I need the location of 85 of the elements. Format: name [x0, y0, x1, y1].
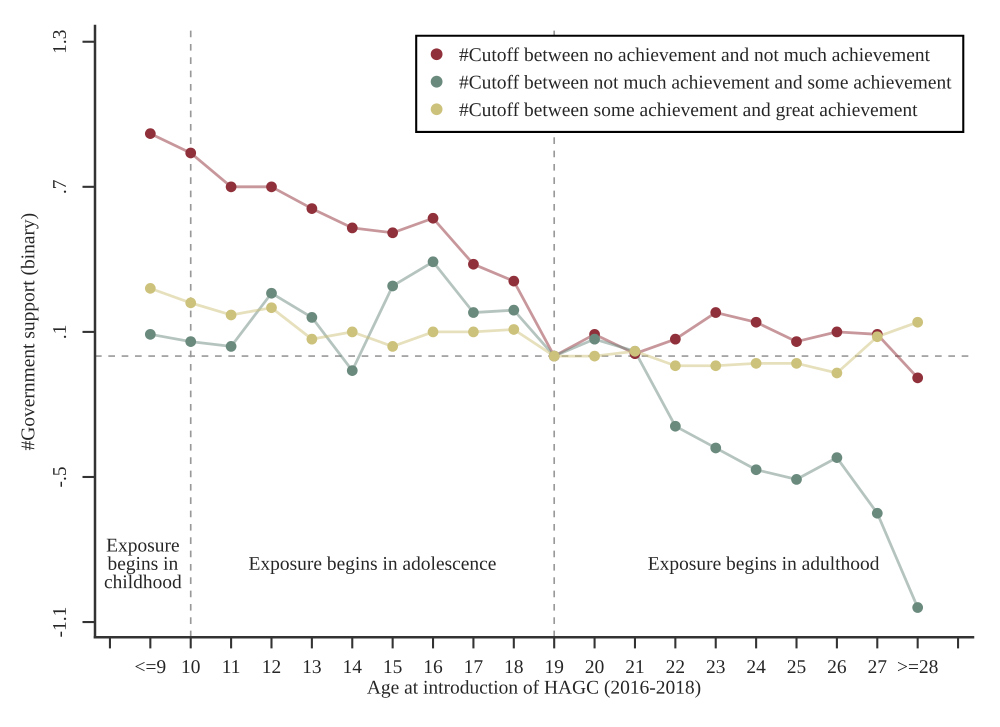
point: [346, 326, 358, 338]
x-tick-label: >=28: [898, 660, 938, 674]
point: [185, 148, 196, 158]
y-tick-label: 1.3: [52, 30, 66, 52]
point: [144, 328, 156, 340]
legend-label: #Cutoff between not much achievement and some achievement: [459, 74, 952, 89]
point: [428, 256, 438, 268]
y-tick-label: .1: [53, 326, 66, 338]
point: [710, 360, 722, 372]
x-tick-label: 20: [586, 660, 604, 674]
point: [468, 307, 479, 318]
point: [226, 181, 236, 192]
point: [387, 280, 398, 292]
point: [266, 302, 277, 314]
point: [428, 212, 438, 224]
point: [508, 276, 520, 286]
x-tick-label: 19: [546, 660, 564, 674]
point: [346, 365, 358, 376]
x-tick-label: 27: [868, 660, 886, 674]
point: [226, 310, 236, 320]
point: [912, 316, 924, 328]
x-tick-label: 12: [263, 660, 280, 674]
x-tick-label: 26: [828, 660, 846, 674]
y-tick-label: -1.1: [53, 608, 66, 637]
point: [589, 334, 600, 345]
point: [306, 312, 318, 323]
point: [144, 128, 156, 140]
y-axis-title: #Government support (binary): [20, 214, 38, 450]
point: [872, 508, 883, 519]
point: [226, 341, 236, 352]
x-tick-label: 25: [788, 660, 806, 674]
point: [791, 358, 802, 369]
point: [832, 326, 842, 338]
point: [185, 336, 196, 347]
x-tick-label: 13: [304, 660, 321, 674]
point: [346, 222, 358, 234]
x-tick-label: 18: [506, 660, 523, 674]
point: [387, 227, 398, 238]
point: [832, 368, 842, 378]
x-tick-label: 17: [465, 660, 483, 674]
y-tick-label: -.5: [53, 467, 66, 487]
point: [791, 474, 802, 485]
point: [832, 452, 842, 464]
point: [670, 334, 681, 345]
point: [750, 316, 762, 328]
point: [468, 258, 479, 270]
legend-label: #Cutoff between some achievement and great achievement: [459, 102, 918, 120]
point: [306, 334, 318, 345]
annotation: Exposure begins in childhood: [104, 538, 182, 588]
y-tick-label: .7: [53, 180, 66, 193]
x-tick-label: 22: [666, 660, 684, 674]
point: [266, 181, 277, 192]
x-tick-label: <=9: [135, 660, 166, 674]
point: [428, 326, 438, 338]
point: [508, 304, 520, 316]
point: [468, 326, 479, 338]
point: [912, 602, 924, 613]
point: [912, 372, 924, 384]
x-tick-label: 14: [344, 660, 362, 674]
x-tick-label: 24: [747, 660, 766, 674]
point: [670, 420, 681, 432]
x-tick-label: 21: [626, 660, 644, 674]
point: [750, 358, 762, 369]
point: [670, 360, 681, 372]
point: [710, 442, 722, 454]
point: [306, 203, 318, 214]
point: [144, 282, 156, 294]
point: [710, 307, 722, 318]
annotation: Exposure begins in adolescence: [249, 556, 496, 574]
x-tick-label: 11: [223, 660, 240, 674]
point: [872, 331, 883, 342]
point: [508, 324, 520, 335]
point: [589, 350, 600, 362]
point: [750, 464, 762, 476]
annotation: Exposure begins in adulthood: [648, 556, 880, 574]
x-tick-label: 15: [384, 660, 402, 674]
x-tick-label: 23: [706, 660, 725, 674]
point: [387, 341, 398, 352]
point: [266, 288, 277, 299]
x-tick-label: 16: [425, 660, 442, 674]
x-tick-label: 10: [182, 660, 200, 674]
x-axis-title: Age at introduction of HAGC (2016-2018): [367, 680, 700, 698]
point: [185, 298, 196, 308]
legend-label: #Cutoff between no achievement and not much achievement: [459, 47, 930, 62]
point: [791, 336, 802, 347]
